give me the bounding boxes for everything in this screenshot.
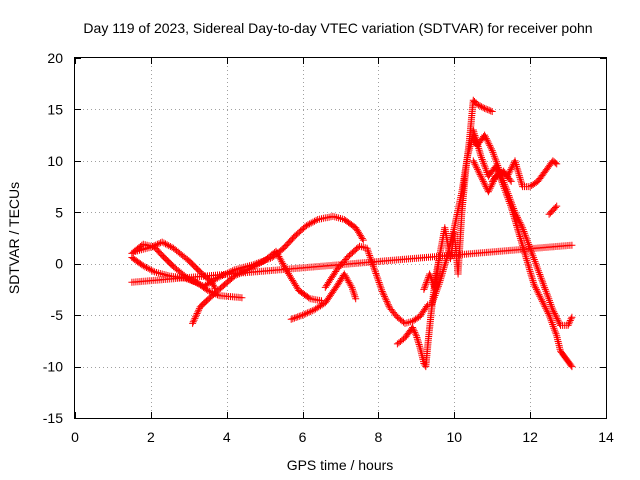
x-tick-label: 10 <box>446 429 462 445</box>
x-tick-label: 2 <box>147 429 155 445</box>
series-arc-13 <box>469 157 515 196</box>
y-tick-label: -10 <box>43 359 63 375</box>
data-marks <box>128 96 576 371</box>
plus-marker-path <box>469 126 576 371</box>
y-tick-label: 20 <box>47 50 63 66</box>
y-tick-label: 10 <box>47 153 63 169</box>
plot-frame <box>74 57 607 419</box>
x-tick-label: 8 <box>375 429 383 445</box>
series-arc-14 <box>545 202 561 218</box>
series-arc-5 <box>287 270 360 323</box>
series-arc-8 <box>420 96 496 293</box>
y-tick-label: 15 <box>47 101 63 117</box>
plus-marker-path <box>473 131 576 329</box>
y-axis-label: SDTVAR / TECUs <box>6 182 22 294</box>
series-arc-11 <box>469 126 576 371</box>
chart-title: Day 119 of 2023, Sidereal Day-to-day VTE… <box>83 20 592 36</box>
x-tick-label: 4 <box>223 429 231 445</box>
plus-marker-path <box>420 96 496 293</box>
x-axis-label: GPS time / hours <box>287 457 394 473</box>
y-tick-label: -5 <box>51 307 64 323</box>
y-tick-label: -15 <box>43 410 63 426</box>
x-tick-label: 6 <box>299 429 307 445</box>
y-tick-label: 5 <box>55 204 63 220</box>
x-tick-label: 12 <box>522 429 538 445</box>
plus-marker-path <box>469 157 515 196</box>
y-tick-label: 0 <box>55 256 63 272</box>
axis-ticks: 0 2 4 6 8 10 12 14 -15 -10 -5 0 5 10 15 20 <box>43 50 614 445</box>
x-tick-label: 0 <box>71 429 79 445</box>
plus-marker-path <box>428 131 481 309</box>
series-arc-10 <box>473 131 576 329</box>
x-tick-label: 14 <box>598 429 614 445</box>
plus-marker-path <box>128 241 576 286</box>
series-arc-9 <box>428 131 481 309</box>
plus-marker-path <box>545 202 561 218</box>
plus-marker-path <box>287 270 360 323</box>
series-outliers <box>128 241 576 286</box>
